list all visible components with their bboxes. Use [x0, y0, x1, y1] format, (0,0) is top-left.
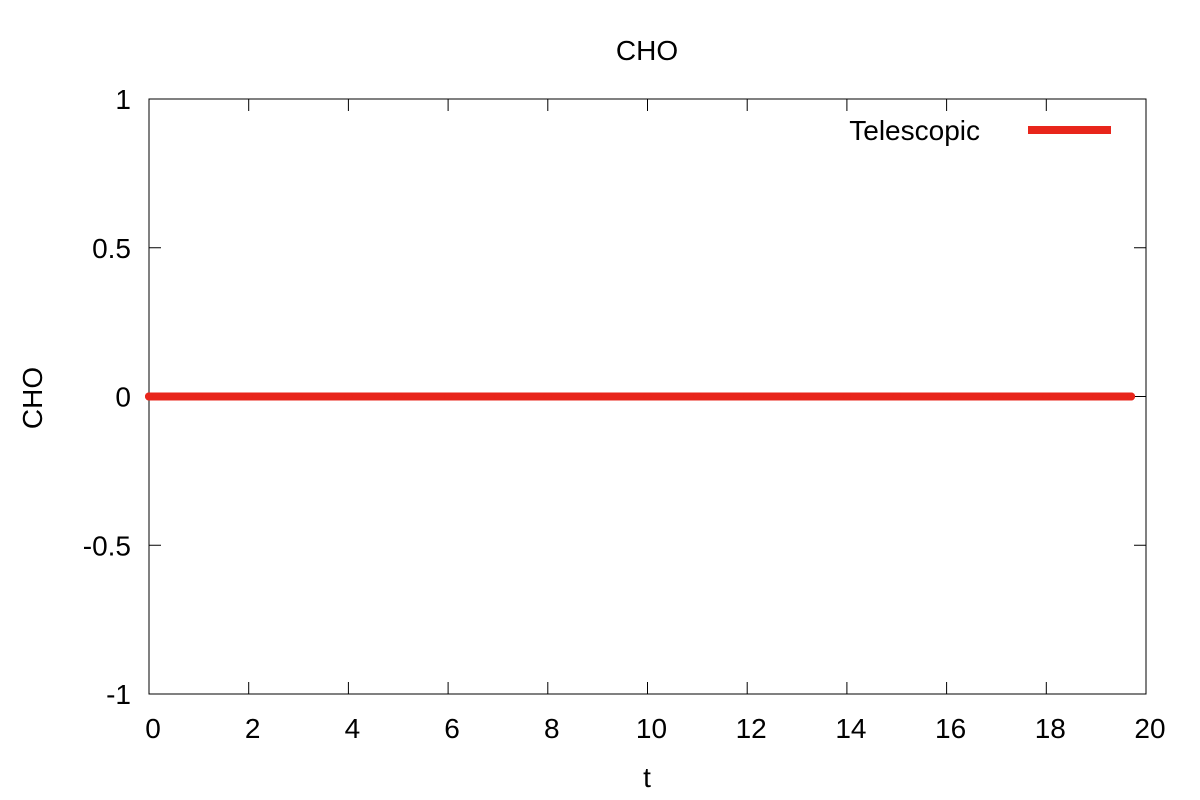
- data-point: [194, 392, 203, 401]
- x-tick-label: 12: [736, 713, 767, 744]
- y-axis-ticks: -1 -0.5 0 0.5 1: [83, 84, 1146, 710]
- data-point: [493, 392, 502, 401]
- data-point: [394, 392, 403, 401]
- chart-title: CHO: [616, 35, 678, 66]
- x-tick-label: 14: [835, 713, 866, 744]
- data-point: [892, 392, 901, 401]
- legend: Telescopic: [849, 115, 1111, 146]
- data-point: [344, 392, 353, 401]
- data-point: [444, 392, 453, 401]
- y-tick-label: -0.5: [83, 530, 131, 561]
- data-point: [643, 392, 652, 401]
- data-point: [743, 392, 752, 401]
- legend-label: Telescopic: [849, 115, 980, 146]
- x-axis-label: t: [643, 762, 651, 793]
- data-point: [1127, 392, 1136, 401]
- x-axis-ticks: 0 2 4 6 8 10 12 14 16 18 20: [145, 99, 1166, 744]
- series-layer: [145, 392, 1136, 401]
- y-axis-label: CHO: [17, 367, 48, 429]
- x-tick-label: 0: [145, 713, 161, 744]
- x-tick-label: 4: [345, 713, 361, 744]
- x-tick-label: 8: [544, 713, 560, 744]
- y-tick-label: 0: [115, 382, 131, 413]
- x-tick-label: 6: [444, 713, 460, 744]
- data-point: [793, 392, 802, 401]
- x-tick-label: 16: [935, 713, 966, 744]
- data-point: [145, 392, 153, 401]
- data-point: [244, 392, 253, 401]
- data-point: [543, 392, 552, 401]
- data-point: [992, 392, 1001, 401]
- data-point: [1042, 392, 1051, 401]
- data-point: [693, 392, 702, 401]
- x-tick-label: 10: [636, 713, 667, 744]
- x-tick-label: 18: [1035, 713, 1066, 744]
- x-tick-label: 2: [245, 713, 261, 744]
- y-tick-label: 1: [115, 84, 131, 115]
- y-tick-label: -1: [106, 679, 131, 710]
- data-point: [294, 392, 303, 401]
- data-point: [593, 392, 602, 401]
- data-point: [1092, 392, 1101, 401]
- y-tick-label: 0.5: [92, 233, 131, 264]
- data-point: [842, 392, 851, 401]
- x-tick-label: 20: [1134, 713, 1165, 744]
- data-point: [942, 392, 951, 401]
